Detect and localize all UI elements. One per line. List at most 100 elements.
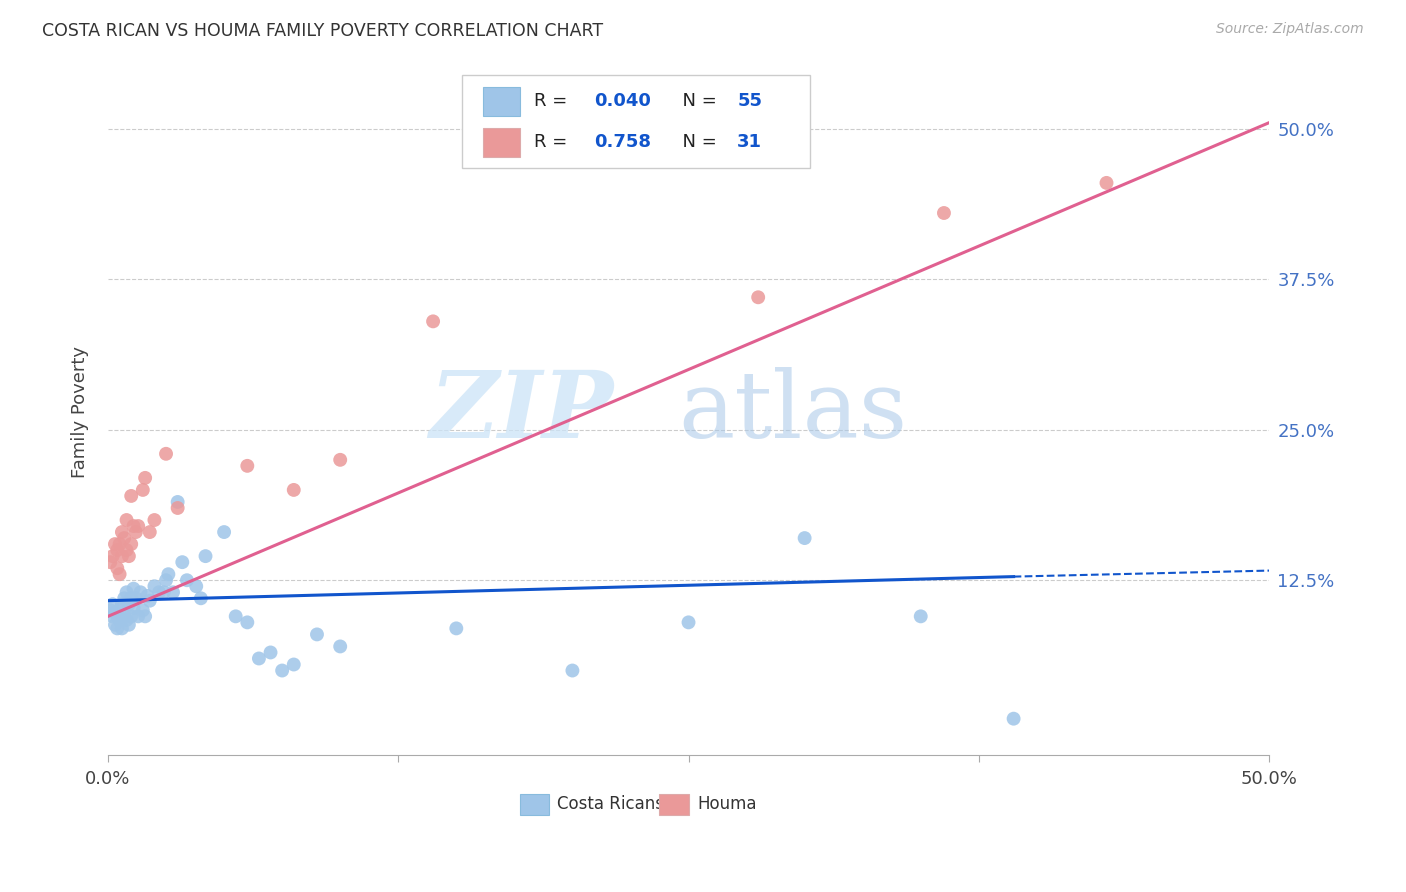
Point (793, 531, 815, 545)
Point (132, 483, 155, 497)
Text: atlas: atlas (678, 367, 908, 457)
FancyBboxPatch shape (463, 76, 810, 168)
Point (139, 593, 162, 607)
Point (122, 582, 145, 596)
Point (118, 617, 141, 632)
Point (127, 609, 149, 624)
Point (127, 519, 149, 533)
Point (125, 524, 148, 539)
Point (111, 524, 134, 539)
Point (118, 549, 141, 563)
Point (105, 543, 128, 558)
Point (115, 613, 138, 627)
Point (678, 615, 700, 630)
Bar (659, 794, 689, 814)
Point (132, 603, 155, 617)
Point (329, 640, 352, 654)
Point (910, 609, 932, 624)
Point (112, 591, 135, 606)
Point (105, 561, 128, 575)
Point (101, 597, 124, 611)
Point (111, 621, 134, 635)
Point (247, 651, 270, 665)
Text: 55: 55 (737, 93, 762, 111)
Point (120, 609, 142, 624)
Point (236, 458, 259, 473)
Point (194, 549, 217, 563)
Point (283, 483, 305, 497)
Text: N =: N = (671, 93, 723, 111)
Point (236, 615, 259, 630)
Point (111, 597, 134, 611)
Point (152, 585, 174, 599)
Point (561, 664, 583, 678)
Point (115, 543, 138, 558)
Point (143, 579, 166, 593)
Point (139, 524, 162, 539)
Point (104, 617, 127, 632)
Point (305, 627, 328, 641)
Point (259, 645, 281, 659)
Point (157, 567, 180, 582)
Point (422, 314, 444, 328)
Bar (484, 128, 520, 156)
Point (104, 606, 127, 620)
Bar (484, 87, 520, 116)
Point (98, 555, 121, 569)
Point (186, 579, 208, 593)
Y-axis label: Family Poverty: Family Poverty (72, 346, 89, 477)
Point (166, 495, 188, 509)
Point (190, 591, 212, 606)
Point (111, 549, 134, 563)
Point (115, 513, 138, 527)
Point (108, 537, 131, 551)
Point (176, 573, 198, 587)
Point (108, 603, 131, 617)
Point (104, 537, 127, 551)
Point (283, 657, 305, 672)
Point (98, 603, 121, 617)
Point (115, 585, 138, 599)
Text: 31: 31 (737, 133, 762, 151)
Point (1095, 176, 1118, 190)
Point (166, 500, 188, 515)
Point (125, 591, 148, 606)
Text: 0.758: 0.758 (595, 133, 651, 151)
Text: Source: ZipAtlas.com: Source: ZipAtlas.com (1216, 22, 1364, 37)
Text: ZIP: ZIP (429, 367, 613, 457)
Point (271, 664, 294, 678)
Point (329, 452, 352, 467)
Text: R =: R = (534, 93, 574, 111)
Text: Costa Ricans: Costa Ricans (557, 795, 664, 814)
Point (155, 573, 177, 587)
Point (148, 585, 170, 599)
Point (1002, 712, 1025, 726)
Point (112, 609, 135, 624)
Point (108, 567, 131, 582)
Point (446, 621, 468, 635)
Point (112, 531, 135, 545)
Point (122, 601, 145, 615)
Point (747, 290, 769, 304)
Point (120, 489, 142, 503)
Point (101, 549, 124, 563)
Point (118, 597, 141, 611)
Point (120, 591, 142, 606)
Point (162, 585, 184, 599)
Point (122, 519, 145, 533)
Point (932, 206, 955, 220)
Text: R =: R = (534, 133, 574, 151)
Text: 0.040: 0.040 (595, 93, 651, 111)
Point (143, 513, 166, 527)
Point (105, 609, 128, 624)
Point (212, 524, 235, 539)
Point (120, 537, 142, 551)
Point (101, 609, 124, 624)
Text: COSTA RICAN VS HOUMA FAMILY POVERTY CORRELATION CHART: COSTA RICAN VS HOUMA FAMILY POVERTY CORR… (42, 22, 603, 40)
Point (108, 613, 131, 627)
Point (134, 609, 156, 624)
Text: Houma: Houma (697, 795, 758, 814)
Point (134, 471, 156, 485)
Point (136, 589, 159, 603)
Point (129, 585, 152, 599)
